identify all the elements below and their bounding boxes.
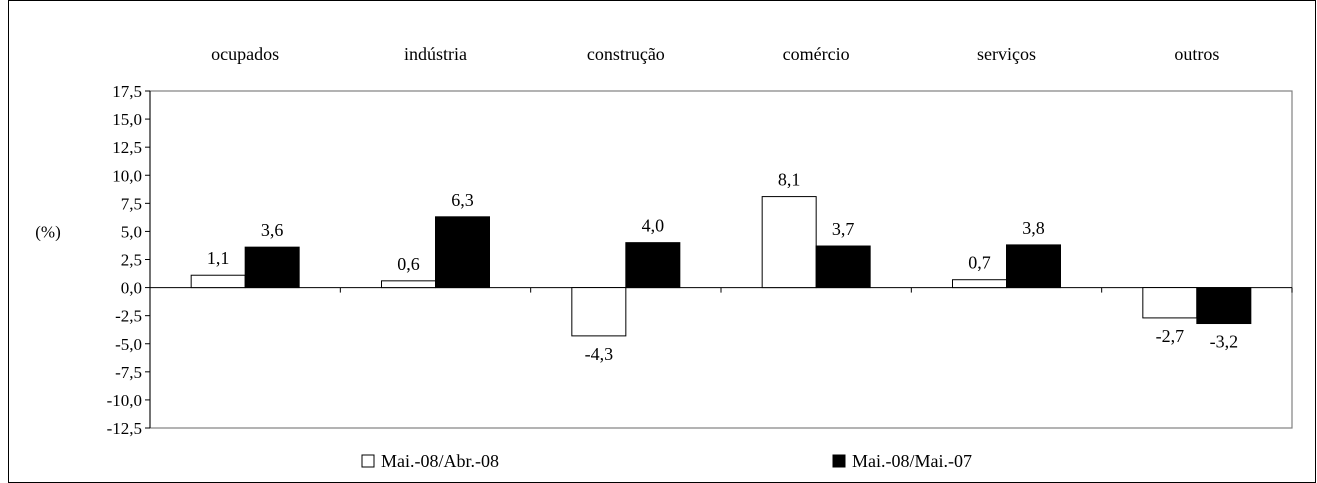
y-tick-label: 0,0	[121, 279, 142, 298]
bar-series-2	[435, 216, 490, 289]
data-label: 4,0	[642, 216, 665, 236]
y-tick-label: 15,0	[112, 110, 142, 129]
y-tick-label: -10,0	[107, 391, 142, 410]
data-label: 8,1	[778, 170, 801, 190]
category-label: ocupados	[211, 44, 279, 64]
bar-series-2	[1006, 244, 1061, 289]
legend-label: Mai.-08/Abr.-08	[381, 451, 499, 471]
legend-swatch	[361, 454, 375, 468]
data-label: 1,1	[207, 248, 230, 268]
data-label: -3,2	[1210, 332, 1239, 352]
legend-swatch	[832, 454, 846, 468]
data-label: 0,7	[968, 253, 991, 273]
category-label: construção	[587, 44, 665, 64]
bar-series-1	[1142, 287, 1198, 319]
y-tick-label: 2,5	[121, 251, 142, 270]
bar-series-1	[952, 279, 1007, 289]
bar-series-1	[571, 287, 627, 337]
y-axis-label: (%)	[35, 222, 60, 241]
data-label: 3,8	[1022, 218, 1045, 238]
bar-series-1	[761, 196, 817, 289]
y-tick-label: 10,0	[112, 166, 142, 185]
data-label: -4,3	[585, 344, 614, 364]
y-tick-label: -7,5	[115, 363, 142, 382]
y-tick-label: 7,5	[121, 194, 142, 213]
data-label: 3,7	[832, 219, 855, 239]
data-label: 3,6	[261, 220, 284, 240]
bar-series-1	[190, 274, 246, 289]
y-tick-label: 17,5	[112, 82, 142, 101]
legend-label: Mai.-08/Mai.-07	[852, 451, 972, 471]
bar-series-1	[381, 280, 436, 289]
y-tick-label: 5,0	[121, 222, 142, 241]
bar-series-2	[625, 242, 681, 289]
category-label: outros	[1174, 44, 1219, 64]
y-tick-label: 12,5	[112, 138, 142, 157]
data-label: 6,3	[451, 190, 474, 210]
bar-series-2	[815, 245, 871, 289]
y-tick-label: -5,0	[115, 335, 142, 354]
plot-area-border	[149, 90, 1293, 429]
data-label: -2,7	[1156, 326, 1185, 346]
chart-frame	[8, 0, 1316, 483]
bar-series-2	[1196, 287, 1252, 325]
category-label: serviços	[977, 44, 1036, 64]
y-tick-label: -12,5	[107, 419, 142, 438]
y-tick-label: -2,5	[115, 307, 142, 326]
category-label: indústria	[404, 44, 467, 64]
data-label: 0,6	[397, 254, 420, 274]
bar-series-2	[244, 246, 300, 289]
category-label: comércio	[783, 44, 850, 64]
